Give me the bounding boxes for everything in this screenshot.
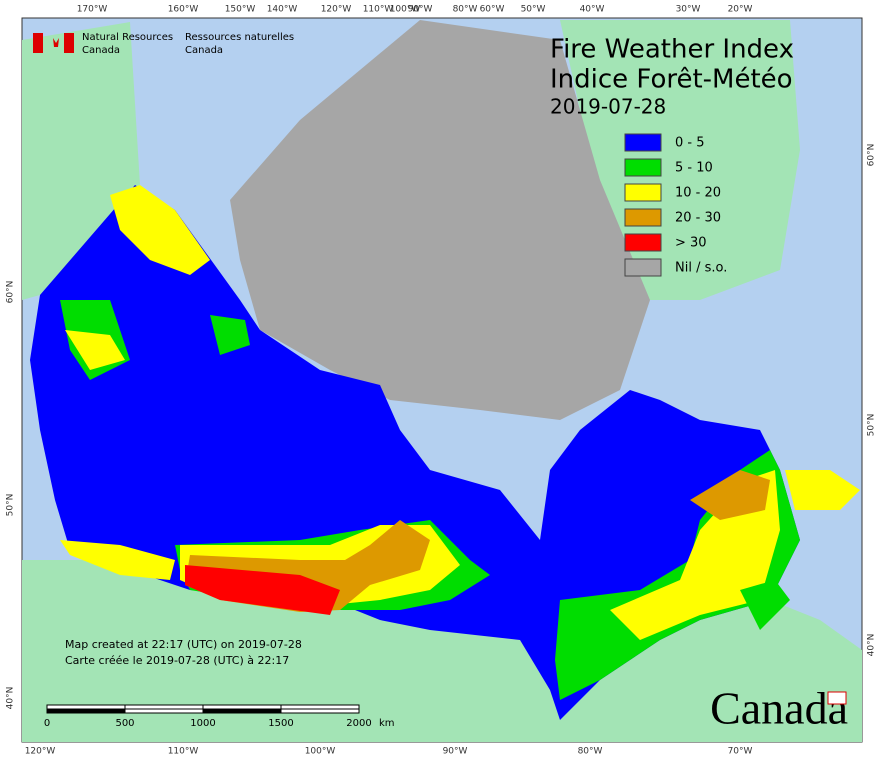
- wordmark: Canada: [710, 683, 848, 734]
- agency-fr: Ressources naturelles: [185, 32, 294, 43]
- scale-segment: [280, 704, 360, 710]
- legend-label: 0 - 5: [675, 136, 705, 151]
- graticule-label: 50°N: [867, 414, 877, 437]
- flag-left: [33, 33, 43, 53]
- fwi-map: [30, 20, 860, 720]
- scale-label: 2000: [346, 718, 371, 729]
- agency-en: Natural Resources: [82, 32, 173, 43]
- graticule-label: 120°W: [25, 747, 56, 757]
- graticule-label: 40°N: [6, 687, 16, 710]
- graticule-label: 30°W: [676, 5, 701, 15]
- scale-label: 0: [44, 718, 50, 729]
- scale-segment: [280, 708, 360, 714]
- legend-swatch: [624, 258, 662, 277]
- wordmark-flag: [827, 691, 847, 705]
- graticule-label: 50°N: [6, 494, 16, 517]
- credit: Carte créée le 2019-07-28 (UTC) à 22:17: [65, 654, 289, 667]
- legend: 0 - 5 5 - 10 10 - 20 20 - 30 > 30 Nil / s.o.: [624, 133, 727, 277]
- scale-segment: [124, 708, 204, 714]
- legend-label: Nil / s.o.: [675, 261, 727, 276]
- graticule-label: 170°W: [77, 5, 108, 15]
- graticule-label: 140°W: [267, 5, 298, 15]
- legend-swatch: [624, 233, 662, 252]
- graticule-label: 50°W: [521, 5, 546, 15]
- flag-right: [64, 33, 74, 53]
- graticule-label: 100°W: [390, 5, 421, 15]
- scale-segment: [46, 708, 126, 714]
- legend-swatch: [624, 133, 662, 152]
- graticule-label: 20°W: [728, 5, 753, 15]
- legend-label: 10 - 20: [675, 186, 721, 201]
- title: Fire Weather Index: [550, 35, 794, 65]
- flag-leaf: [53, 38, 59, 47]
- title: Indice Forêt-Météo: [550, 65, 793, 95]
- scale-label: 1000: [190, 718, 215, 729]
- graticule-label: 60°N: [6, 281, 16, 304]
- agency-fr: Canada: [185, 45, 223, 56]
- graticule-label: 80°W: [578, 747, 603, 757]
- agency-en: Canada: [82, 45, 120, 56]
- legend-swatch: [624, 158, 662, 177]
- date: 2019-07-28: [550, 95, 666, 119]
- graticule-label: 150°W: [225, 5, 256, 15]
- scale-segment: [202, 704, 282, 710]
- legend-swatch: [624, 183, 662, 202]
- graticule-label: 100°W: [305, 747, 336, 757]
- graticule-label: 60°N: [867, 144, 877, 167]
- graticule-label: 80°W: [453, 5, 478, 15]
- graticule-label: 40°N: [867, 634, 877, 657]
- graticule-label: 60°W: [480, 5, 505, 15]
- graticule-label: 120°W: [321, 5, 352, 15]
- scale-bar: 0 500 1000 1500 2000 km: [44, 704, 395, 729]
- scale-label: 1500: [268, 718, 293, 729]
- legend-label: > 30: [675, 236, 707, 251]
- graticule-label: 110°W: [168, 747, 199, 757]
- legend-label: 5 - 10: [675, 161, 713, 176]
- scale-segment: [202, 708, 282, 714]
- credit: Map created at 22:17 (UTC) on 2019-07-28: [65, 638, 302, 651]
- graticule-label: 90°W: [443, 747, 468, 757]
- legend-label: 20 - 30: [675, 211, 721, 226]
- graticule-label: 70°W: [728, 747, 753, 757]
- scale-segment: [124, 704, 204, 710]
- graticule-label: 110°W: [363, 5, 394, 15]
- legend-swatch: [624, 208, 662, 227]
- graticule-label: 90°W: [408, 5, 433, 15]
- graticule-label: 160°W: [168, 5, 199, 15]
- graticule-label: 40°W: [580, 5, 605, 15]
- scale-unit: km: [379, 718, 395, 729]
- scale-label: 500: [115, 718, 134, 729]
- scale-segment: [46, 704, 126, 710]
